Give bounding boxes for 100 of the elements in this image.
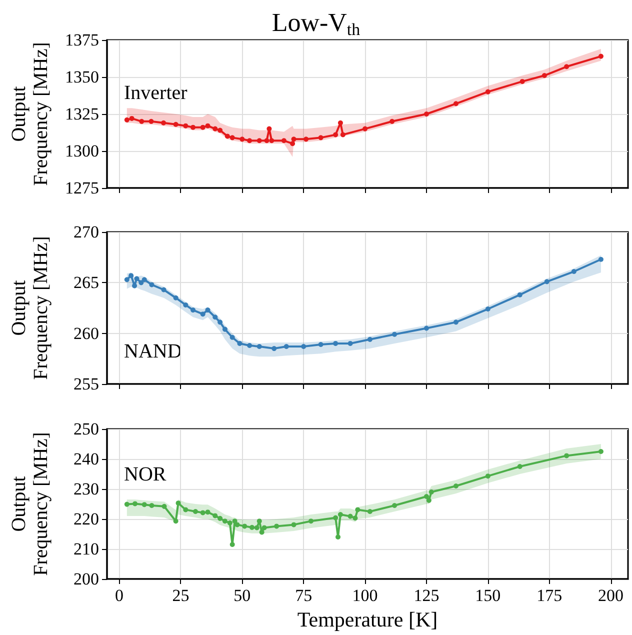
point: [132, 501, 138, 506]
point: [212, 513, 218, 518]
point: [247, 138, 252, 144]
point: [183, 302, 188, 308]
annotation: NOR: [124, 463, 167, 486]
point: [362, 126, 368, 132]
point: [237, 340, 242, 346]
point: [212, 314, 218, 320]
point: [250, 524, 254, 530]
y-axis-title: Output Frequency [MHz]: [8, 42, 52, 186]
point: [352, 516, 358, 521]
point: [138, 280, 144, 286]
point: [426, 498, 432, 503]
point: [205, 308, 210, 313]
x-tick-label: 200: [598, 586, 624, 605]
y-tick-label: 1300: [65, 142, 99, 160]
y-tick-label: 220: [74, 510, 99, 528]
point: [227, 520, 232, 526]
y-tick-label: 1350: [65, 68, 99, 86]
x-tick-label: 150: [475, 586, 501, 605]
point: [318, 342, 324, 347]
x-tick-label: 50: [234, 586, 251, 605]
point: [485, 474, 490, 479]
point: [333, 340, 338, 346]
y-tick-label: 1375: [65, 30, 99, 50]
point: [192, 509, 198, 514]
point: [247, 342, 252, 348]
point: [190, 308, 196, 313]
point: [453, 101, 458, 106]
point: [284, 344, 289, 350]
y-tick-label: 200: [74, 570, 99, 588]
x-tick-label: 175: [536, 586, 562, 605]
point: [256, 344, 262, 350]
point: [517, 464, 522, 469]
point: [132, 283, 138, 288]
point: [318, 135, 324, 140]
point: [200, 312, 206, 317]
point: [161, 120, 166, 126]
point: [183, 123, 188, 128]
y-tick-label: 260: [74, 324, 99, 343]
point: [212, 126, 218, 132]
point: [124, 117, 130, 122]
point: [338, 120, 343, 126]
point: [134, 276, 140, 282]
point: [230, 542, 235, 547]
point: [205, 510, 210, 515]
point: [301, 344, 306, 350]
point: [598, 54, 604, 59]
point: [571, 269, 576, 274]
point: [218, 320, 223, 325]
point: [290, 141, 296, 146]
point: [190, 124, 196, 130]
point: [218, 128, 223, 133]
point: [148, 118, 154, 124]
point: [230, 135, 235, 140]
y-tick-label: 1325: [65, 104, 99, 124]
point: [544, 279, 550, 284]
point: [340, 132, 346, 138]
point: [128, 273, 134, 278]
point: [517, 292, 522, 298]
point: [256, 138, 262, 144]
point: [333, 132, 338, 138]
point: [269, 138, 274, 144]
point: [424, 326, 429, 331]
point: [485, 306, 490, 312]
point: [124, 502, 130, 507]
y-axis-title: Output Frequency [MHz]: [8, 236, 52, 380]
point: [338, 512, 343, 517]
x-tick-label: 125: [414, 586, 440, 605]
point: [598, 449, 604, 454]
point: [173, 518, 178, 524]
point: [222, 326, 228, 332]
y-tick-label: 250: [74, 420, 99, 438]
point: [274, 524, 280, 529]
point: [291, 136, 296, 142]
point: [176, 500, 181, 506]
point: [224, 134, 230, 139]
x-tick-label: 0: [115, 586, 124, 605]
point: [139, 118, 144, 124]
y-tick-label: 240: [74, 450, 99, 468]
point: [424, 494, 429, 499]
point: [453, 484, 458, 488]
point: [598, 256, 604, 262]
point: [564, 64, 570, 70]
annotation: NAND: [124, 340, 182, 363]
point: [266, 126, 272, 132]
point: [520, 78, 525, 84]
point: [222, 518, 228, 524]
point: [264, 138, 270, 144]
point: [367, 336, 372, 342]
y-tick-label: 270: [74, 222, 99, 242]
point: [256, 518, 262, 524]
y-tick-label: 230: [74, 480, 99, 498]
point: [183, 507, 188, 512]
point: [173, 122, 178, 127]
point: [308, 518, 314, 524]
point: [129, 116, 134, 121]
point: [281, 138, 286, 144]
y-axis-title: Output Frequency [MHz]: [8, 432, 52, 576]
point: [336, 534, 341, 540]
